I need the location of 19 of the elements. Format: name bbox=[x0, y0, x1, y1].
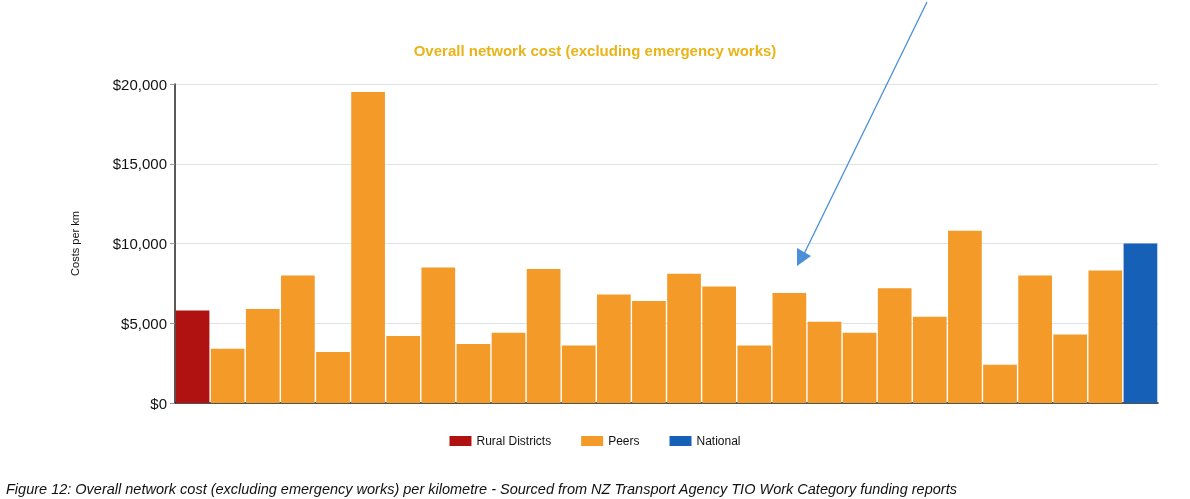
legend-label: Peers bbox=[608, 434, 640, 448]
y-tick-label: $5,000 bbox=[121, 314, 167, 332]
y-tick-label: $10,000 bbox=[112, 235, 167, 252]
y-tick-label: $20,000 bbox=[112, 75, 167, 93]
bar bbox=[842, 332, 877, 403]
bar bbox=[175, 310, 210, 403]
caption: Figure 12: Overall network cost (excluding emergency works) per kilometre - Sourced from NZ Transport Agency TIO Work Category funding reports bbox=[6, 481, 957, 497]
bar bbox=[456, 343, 491, 403]
bar bbox=[807, 321, 842, 403]
y-tick-label: $15,000 bbox=[112, 155, 167, 173]
bar bbox=[772, 292, 807, 403]
bar bbox=[491, 332, 526, 403]
legend-label: National bbox=[696, 434, 741, 448]
y-tick-label: $0 bbox=[150, 394, 167, 412]
chart-title: Overall network cost (excluding emergency works) bbox=[413, 42, 777, 59]
bar bbox=[1123, 243, 1158, 403]
legend-label: Rural Districts bbox=[476, 434, 552, 448]
bar bbox=[526, 269, 561, 403]
y-axis-title: Costs per km bbox=[68, 211, 81, 276]
